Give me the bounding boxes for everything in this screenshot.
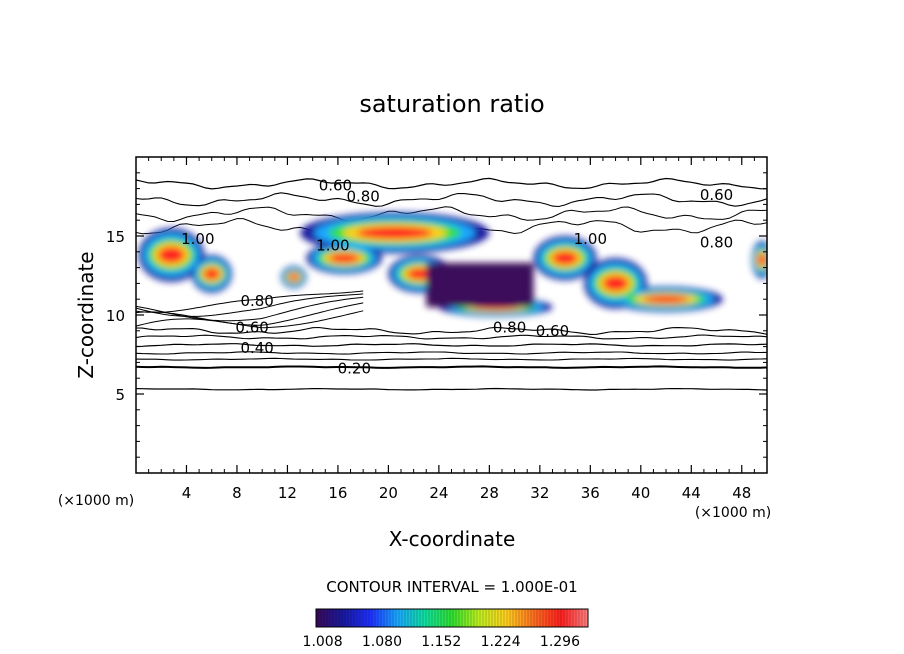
plot-area: 0.600.80 0.601.00 1.00 1.00 0.800.800.60 0.80…	[136, 176, 767, 391]
field-blob	[552, 251, 578, 265]
x-tick-label: 48	[732, 484, 751, 502]
field-blob	[643, 295, 689, 303]
y-tick-label: 5	[115, 386, 125, 404]
contour-line	[136, 302, 364, 326]
x-tick-label: 28	[480, 484, 499, 502]
x-tick-label: 36	[581, 484, 600, 502]
contour-label: 0.80	[346, 188, 379, 206]
contour-line	[136, 357, 767, 361]
y-tick-label: 15	[106, 228, 125, 246]
field-blob	[203, 268, 220, 280]
plot-frame	[135, 156, 768, 474]
contour-label-group: 0.600.80 0.601.00 1.00 1.00 0.800.800.60 0.80…	[181, 176, 733, 377]
contour-line	[136, 351, 767, 355]
contour-label: 0.80	[240, 292, 273, 310]
field-blob	[158, 246, 185, 264]
field-blob	[356, 226, 433, 240]
contour-line	[136, 177, 767, 190]
colorbar-tick-label: 1.224	[481, 634, 521, 650]
field-blob	[329, 253, 360, 263]
colorbar-gradient	[316, 609, 588, 627]
x-axis-label: X-coordinate	[389, 527, 516, 551]
contour-line	[136, 310, 364, 329]
chart-title: saturation ratio	[359, 90, 544, 118]
contour-line	[136, 206, 767, 223]
colorbar-tick-label: 1.080	[362, 634, 402, 650]
field-blob	[757, 254, 766, 266]
contour-label: 1.00	[181, 230, 214, 248]
saturation-field	[138, 212, 767, 317]
contour-line	[136, 343, 767, 348]
x-unit-label: (×1000 m)	[695, 505, 771, 521]
field-blob	[602, 275, 629, 291]
contour-label: 0.80	[700, 233, 733, 251]
contour-label: 0.60	[700, 186, 733, 204]
x-tick-label: 24	[429, 484, 448, 502]
contour-label: 0.60	[536, 322, 569, 340]
colorbar-tick-label: 1.296	[540, 634, 580, 650]
x-axis-ticks: 4 8 12 16 20 24 28 32 36 40 44 48	[148, 157, 755, 502]
contour-line	[136, 290, 364, 313]
colorbar-tick-label: 1.008	[303, 634, 343, 650]
colorbar-labels: 1.008 1.080 1.152 1.224 1.296	[303, 634, 581, 650]
contour-line	[136, 365, 767, 369]
contour-line	[136, 296, 364, 322]
colorbar-tick-label: 1.152	[421, 634, 461, 650]
field-blob	[288, 273, 299, 281]
contour-label: 0.60	[235, 319, 268, 337]
contour-label: 1.00	[316, 236, 349, 254]
x-tick-label: 12	[278, 484, 297, 502]
contour-label: 0.40	[240, 339, 273, 357]
x-tick-label: 8	[232, 484, 242, 502]
contour-label: 0.60	[319, 176, 352, 194]
field-core	[426, 262, 534, 308]
colorbar-frame	[315, 608, 589, 628]
y-axis-label: Z-coordinate	[74, 251, 98, 378]
z-unit-label: (×1000 m)	[58, 493, 134, 509]
contour-lines	[136, 177, 767, 391]
contour-line	[136, 387, 767, 391]
y-tick-label: 10	[106, 307, 125, 325]
contour-line	[136, 334, 767, 340]
contour-label: 0.20	[338, 360, 371, 378]
x-tick-label: 40	[631, 484, 650, 502]
contour-line	[136, 192, 767, 208]
x-tick-label: 32	[530, 484, 549, 502]
contour-line	[136, 326, 767, 335]
contour-label: 0.80	[493, 319, 526, 337]
contour-line	[136, 293, 364, 317]
x-tick-label: 20	[379, 484, 398, 502]
contour-label: 1.00	[574, 230, 607, 248]
contour-interval-text: CONTOUR INTERVAL = 1.000E-01	[326, 578, 577, 596]
x-tick-label: 16	[328, 484, 347, 502]
colorbar-hatching	[317, 609, 586, 627]
y-axis-ticks: 5 10 15	[106, 172, 767, 458]
x-tick-label: 44	[682, 484, 701, 502]
x-tick-label: 4	[182, 484, 192, 502]
colorbar: 1.008 1.080 1.152 1.224 1.296	[303, 608, 589, 650]
